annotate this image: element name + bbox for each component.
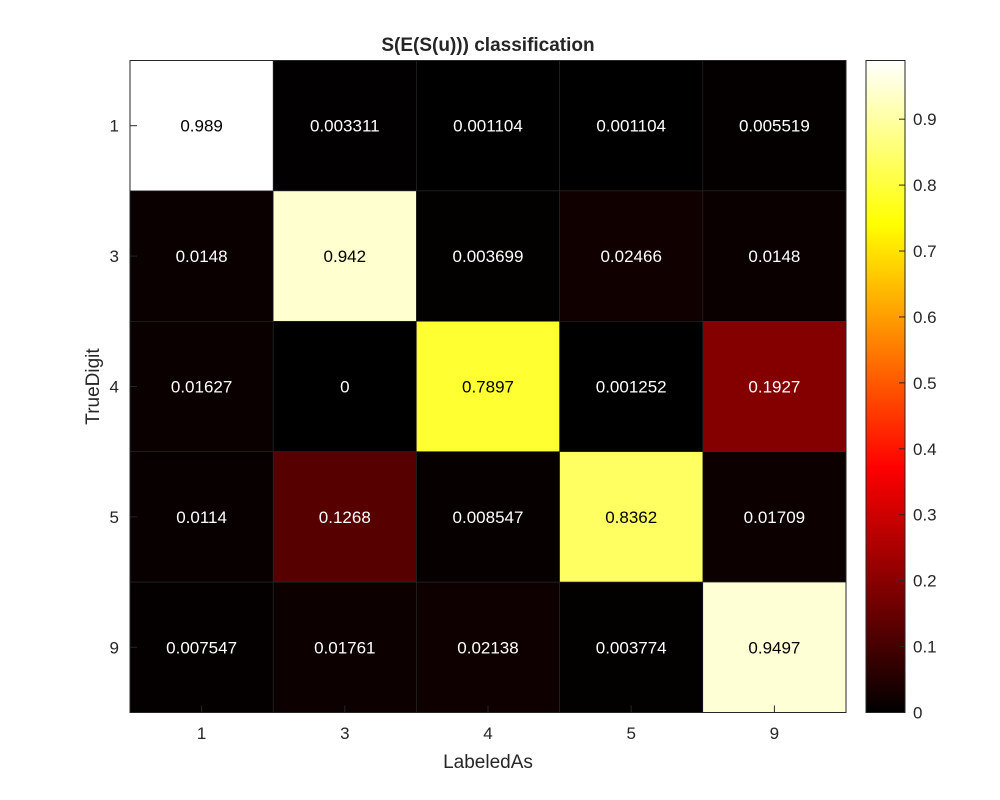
heatmap-cell-label: 0.01761: [314, 638, 375, 657]
y-tick-label: 1: [110, 117, 119, 136]
heatmap-cell-label: 0.0114: [176, 508, 227, 527]
colorbar-tick-label: 0: [913, 704, 922, 723]
x-tick-label: 5: [626, 724, 635, 743]
heatmap-cell-label: 0: [340, 378, 349, 397]
heatmap-cell: [702, 451, 847, 583]
heatmap-cell-label: 0.01709: [744, 508, 805, 527]
heatmap-cell-label: 0.0148: [176, 247, 228, 266]
heatmap-cells: [129, 60, 847, 713]
heatmap-cell: [129, 60, 274, 192]
heatmap-cell: [129, 190, 274, 322]
heatmap-cell: [559, 320, 704, 452]
chart-title: S(E(S(u))) classification: [381, 35, 594, 56]
heatmap-cell: [416, 581, 560, 713]
heatmap-cell-label: 0.02466: [600, 247, 661, 266]
heatmap-cell-label: 0.942: [324, 247, 367, 266]
y-axis-label: TrueDigit: [83, 348, 104, 425]
heatmap-cell-label: 0.003311: [310, 117, 380, 136]
heatmap-cell-label: 0.001104: [596, 117, 666, 136]
heatmap-cell: [559, 60, 704, 192]
heatmap-cell: [272, 60, 417, 192]
heatmap-cell-label: 0.007547: [166, 638, 237, 657]
heatmap-cell: [272, 190, 417, 322]
y-tick-label: 5: [110, 508, 119, 527]
colorbar: 0 0.1 0.2 0.3 0.4 0.5 0.6 0.7 0.8 0.9: [865, 60, 937, 723]
x-axis-ticks: 1 3 4 5 9: [197, 705, 779, 743]
x-tick-label: 9: [770, 724, 779, 743]
colorbar-tick-label: 0.6: [913, 308, 937, 327]
heatmap-cell: [129, 581, 274, 713]
heatmap-cell-label: 0.1268: [319, 508, 371, 527]
heatmap-cell: [272, 581, 417, 713]
heatmap-cell: [272, 451, 417, 583]
heatmap-cell-label: 0.005519: [739, 117, 810, 136]
heatmap-cell-label: 0.003774: [596, 638, 667, 657]
heatmap-cell-label: 0.8362: [605, 508, 657, 527]
y-tick-label: 9: [110, 638, 119, 657]
heatmap-cell: [702, 320, 847, 452]
heatmap-cell-label: 0.9497: [748, 638, 800, 657]
heatmap-cell: [416, 451, 560, 583]
x-axis-label: LabeledAs: [443, 752, 533, 773]
heatmap-cell: [416, 190, 560, 322]
heatmap-cell-label: 0.01627: [171, 378, 232, 397]
heatmap-cell-label: 0.0148: [748, 247, 800, 266]
heatmap-cell: [272, 320, 417, 452]
y-axis-ticks: 1 3 4 5 9: [110, 117, 137, 657]
heatmap-cell-label: 0.001252: [596, 378, 667, 397]
y-tick-label: 4: [110, 378, 119, 397]
heatmap-cell-label: 0.1927: [748, 378, 800, 397]
colorbar-tick-label: 0.1: [913, 638, 937, 657]
heatmap-cell-labels: 0.989 0.003311 0.001104 0.001104 0.005519 0.0…: [166, 117, 810, 658]
heatmap-cell: [702, 581, 847, 713]
heatmap-cell: [559, 451, 704, 583]
colorbar-ticks: 0 0.1 0.2 0.3 0.4 0.5 0.6 0.7 0.8 0.9: [899, 110, 937, 723]
colorbar-tick-label: 0.3: [913, 506, 937, 525]
heatmap-cell: [416, 320, 560, 452]
heatmap-cell-label: 0.003699: [453, 247, 524, 266]
colorbar-tick-label: 0.9: [913, 110, 937, 129]
colorbar-gradient: [866, 60, 905, 713]
heatmap-cell: [702, 60, 847, 192]
heatmap-cell: [702, 190, 847, 322]
heatmap-cell-label: 0.02138: [457, 638, 518, 657]
heatmap-cell-label: 0.989: [180, 117, 223, 136]
colorbar-frame: [865, 60, 906, 713]
heatmap-cell-label: 0.7897: [462, 378, 514, 397]
colorbar-tick-label: 0.2: [913, 572, 937, 591]
y-tick-label: 3: [110, 247, 119, 266]
colorbar-tick-label: 0.7: [913, 242, 937, 261]
heatmap-cell-label: 0.008547: [453, 508, 524, 527]
colorbar-tick-label: 0.4: [913, 440, 937, 459]
colorbar-tick-label: 0.5: [913, 374, 937, 393]
heatmap-cell-label: 0.001104: [453, 117, 523, 136]
x-tick-label: 1: [197, 724, 206, 743]
x-tick-label: 3: [340, 724, 349, 743]
colorbar-tick-label: 0.8: [913, 176, 937, 195]
x-tick-label: 4: [483, 724, 492, 743]
